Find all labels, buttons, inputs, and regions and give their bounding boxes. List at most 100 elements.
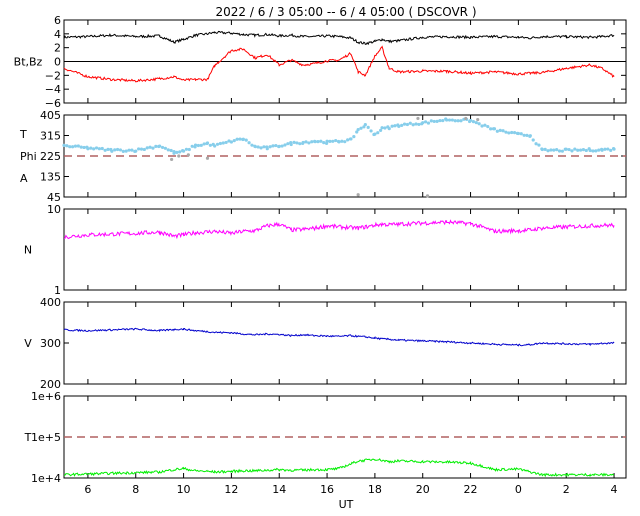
- panel-frame: [63, 208, 627, 291]
- series-point-t: [390, 124, 394, 128]
- series-point-t: [495, 129, 499, 133]
- series-point-t: [172, 150, 176, 154]
- series-point-t: [142, 147, 146, 152]
- series-point-t: [199, 143, 203, 147]
- panel-density: 1 10 N: [24, 203, 627, 297]
- series-point-t: [343, 140, 347, 144]
- series-point-t: [414, 122, 418, 126]
- series-point-t: [205, 141, 210, 145]
- series-point-t: [76, 144, 80, 148]
- series-point-phi: [186, 153, 190, 157]
- series-point-t: [397, 124, 401, 128]
- series-point-t: [113, 148, 117, 152]
- series-point-t: [218, 141, 223, 146]
- series-point-t: [576, 148, 580, 152]
- series-point-t: [202, 142, 206, 146]
- y-tick-label: 10: [47, 203, 61, 216]
- y-tick-label: 135: [40, 171, 61, 184]
- series-point-t: [295, 141, 299, 145]
- series-point-t: [124, 149, 128, 153]
- series-point-t: [421, 121, 425, 125]
- y-axis-label: Phi: [20, 150, 37, 163]
- series-point-t: [537, 143, 541, 147]
- x-tick-label: 16: [320, 483, 334, 496]
- series-point-t: [238, 137, 242, 141]
- y-axis-label: T: [24, 431, 32, 444]
- series-point-t: [94, 146, 99, 150]
- series-point-t: [507, 131, 511, 135]
- series-point-t: [158, 144, 162, 148]
- series-point-t: [221, 141, 225, 145]
- series-point-t: [540, 147, 544, 152]
- series-point-t: [154, 144, 158, 148]
- series-point-t: [196, 143, 201, 148]
- y-axis-label: T: [19, 128, 27, 141]
- series-point-t: [310, 140, 314, 144]
- x-tick-label: 10: [177, 483, 191, 496]
- series-point-t: [337, 140, 341, 144]
- series-point-t: [438, 118, 442, 123]
- series-point-t: [328, 139, 332, 143]
- series-point-t: [387, 127, 391, 131]
- series-point-t: [492, 127, 497, 131]
- series-point-t: [552, 148, 556, 152]
- series-point-t: [134, 149, 138, 153]
- series-point-t: [426, 121, 431, 125]
- series-point-t: [489, 127, 493, 131]
- x-tick-label: 22: [464, 483, 478, 496]
- series-point-t: [241, 137, 245, 141]
- series-point-t: [603, 147, 607, 151]
- series-point-t: [612, 147, 616, 151]
- series-point-t: [289, 142, 293, 147]
- y-tick-label: 225: [40, 150, 61, 163]
- series-point-t: [178, 150, 182, 154]
- series-point-t: [148, 145, 152, 149]
- series-line-t: [63, 458, 615, 478]
- series-point-t: [531, 138, 535, 142]
- series-point-t: [268, 145, 272, 149]
- series-point-t: [139, 147, 144, 151]
- series-point-t: [346, 138, 350, 142]
- y-tick-label: 1e+5: [31, 431, 61, 444]
- series-point-t: [271, 144, 275, 148]
- series-point-t: [151, 146, 155, 150]
- x-tick-label: 0: [515, 483, 522, 496]
- series-point-t: [546, 149, 550, 153]
- series-point-t: [363, 122, 367, 127]
- y-tick-label: 300: [40, 337, 61, 350]
- series-point-t: [307, 141, 311, 145]
- y-tick-label: 1e+4: [31, 472, 61, 485]
- series-point-t: [450, 118, 454, 122]
- series-point-t: [301, 140, 305, 145]
- series-point-t: [522, 133, 526, 137]
- series-point-t: [184, 147, 189, 151]
- series-point-t: [573, 147, 577, 151]
- series-point-t: [380, 126, 384, 130]
- series-point-t: [325, 139, 329, 143]
- series-point-t: [79, 145, 83, 149]
- x-axis-label: UT: [339, 498, 354, 511]
- series-point-t: [262, 145, 266, 149]
- series-point-t: [468, 118, 473, 123]
- series-point-t: [349, 137, 353, 141]
- y-axis-label: V: [24, 337, 32, 350]
- series-point-t: [65, 144, 69, 148]
- series-point-t: [110, 149, 114, 153]
- series-point-t: [71, 145, 75, 149]
- series-point-t: [525, 133, 529, 137]
- series-point-t: [591, 149, 595, 153]
- series-point-t: [73, 144, 78, 148]
- series-point-t: [292, 140, 296, 144]
- series-point-t: [400, 123, 404, 127]
- series-point-t: [175, 150, 179, 154]
- series-point-phi: [177, 154, 181, 158]
- series-point-t: [334, 138, 338, 143]
- series-point-t: [543, 147, 547, 151]
- series-point-phi: [425, 194, 430, 198]
- series-point-phi: [356, 193, 360, 197]
- series-line-v: [63, 327, 615, 347]
- series-point-t: [456, 119, 460, 123]
- series-point-t: [584, 148, 588, 153]
- series-point-t: [160, 145, 165, 150]
